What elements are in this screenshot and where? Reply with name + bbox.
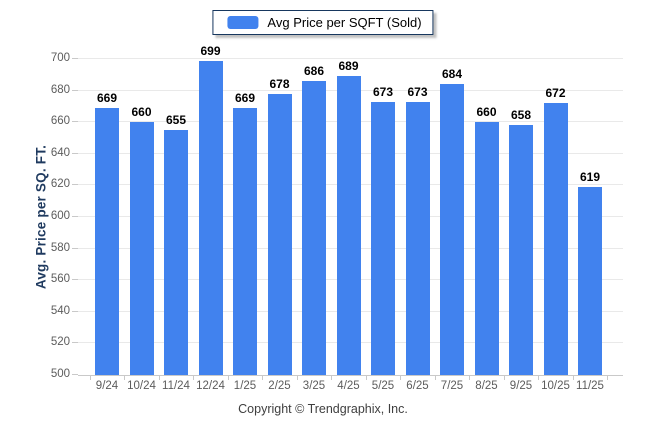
bar bbox=[543, 103, 568, 375]
x-axis-tick bbox=[158, 376, 160, 380]
legend-swatch-icon bbox=[227, 16, 259, 29]
x-tick-label: 10/24 bbox=[127, 380, 156, 392]
x-tick-label: 5/25 bbox=[371, 380, 395, 392]
bar-value-label: 655 bbox=[165, 113, 187, 127]
y-tick-label: 560 bbox=[50, 273, 70, 286]
copyright-text: Copyright © Trendgraphix, Inc. bbox=[238, 402, 408, 416]
bar bbox=[198, 61, 223, 375]
x-axis-tick bbox=[124, 376, 126, 380]
bar bbox=[474, 122, 499, 375]
gridline bbox=[78, 58, 623, 59]
x-axis-tick bbox=[89, 376, 91, 380]
y-axis-tick bbox=[72, 58, 78, 59]
x-axis-tick bbox=[296, 376, 298, 380]
x-tick-label: 9/24 bbox=[95, 380, 119, 392]
y-tick-label: 580 bbox=[50, 241, 70, 254]
bar-value-label: 660 bbox=[131, 105, 152, 119]
x-tick-label: 10/25 bbox=[541, 380, 570, 392]
x-axis-tick bbox=[331, 376, 333, 380]
bar bbox=[336, 76, 361, 375]
legend-label: Avg Price per SQFT (Sold) bbox=[267, 15, 422, 30]
x-tick-label: 11/24 bbox=[162, 380, 190, 392]
x-tick-label: 3/25 bbox=[302, 380, 326, 392]
y-axis-tick bbox=[72, 279, 78, 281]
bar-value-label: 669 bbox=[96, 91, 118, 105]
x-axis-tick bbox=[434, 376, 436, 380]
x-axis-tick bbox=[469, 376, 471, 380]
bar-value-label: 673 bbox=[407, 85, 428, 99]
bar-value-label: 672 bbox=[545, 86, 566, 100]
x-tick-label: 2/25 bbox=[268, 380, 291, 392]
y-axis-tick bbox=[72, 374, 78, 375]
legend: Avg Price per SQFT (Sold) bbox=[212, 10, 434, 35]
y-axis-tick bbox=[72, 216, 78, 217]
bar-value-label: 686 bbox=[303, 64, 325, 78]
bar bbox=[302, 81, 326, 375]
bar bbox=[129, 122, 154, 375]
x-axis-tick bbox=[538, 376, 540, 380]
y-axis-tick bbox=[72, 152, 78, 154]
bar-value-label: 689 bbox=[338, 59, 359, 73]
y-axis-tick bbox=[72, 184, 78, 186]
x-axis-tick bbox=[193, 376, 195, 380]
x-axis-tick bbox=[262, 376, 264, 380]
x-tick-label: 11/25 bbox=[576, 380, 604, 392]
y-tick-label: 680 bbox=[50, 83, 70, 96]
bar-value-label: 658 bbox=[510, 108, 532, 122]
x-tick-label: 7/25 bbox=[440, 380, 464, 392]
bar-value-label: 669 bbox=[234, 91, 256, 105]
bar bbox=[578, 187, 602, 375]
bar-value-label: 619 bbox=[579, 170, 601, 184]
x-tick-label: 4/25 bbox=[337, 380, 360, 392]
x-axis-tick bbox=[227, 376, 229, 380]
x-axis-tick bbox=[503, 376, 505, 380]
y-tick-label: 640 bbox=[50, 146, 70, 159]
x-axis-tick bbox=[400, 376, 402, 380]
bar-value-label: 660 bbox=[476, 105, 497, 119]
bar bbox=[509, 125, 533, 375]
bar-value-label: 673 bbox=[372, 85, 394, 99]
y-axis-tick bbox=[72, 342, 78, 344]
y-tick-label: 540 bbox=[50, 304, 70, 317]
bar-value-label: 699 bbox=[200, 44, 221, 58]
x-tick-label: 1/25 bbox=[233, 380, 257, 392]
y-axis-tick bbox=[72, 121, 78, 123]
bar bbox=[405, 102, 430, 375]
x-axis-tick bbox=[572, 376, 574, 380]
y-axis-tick bbox=[72, 310, 78, 312]
x-tick-label: 12/24 bbox=[196, 380, 225, 392]
y-tick-label: 520 bbox=[50, 336, 70, 349]
y-axis-tick bbox=[72, 89, 78, 91]
plot-area: 500 520 540 560 580 600 620 640 660 680 700 669 9/24… bbox=[51, 44, 623, 392]
bar bbox=[164, 130, 188, 375]
y-tick-label: 600 bbox=[50, 210, 70, 222]
bar-value-label: 684 bbox=[441, 67, 463, 81]
bar bbox=[233, 108, 257, 375]
bar bbox=[371, 102, 395, 375]
bar bbox=[440, 84, 464, 375]
y-tick-label: 620 bbox=[50, 178, 70, 191]
x-tick-label: 8/25 bbox=[475, 380, 498, 392]
y-tick-label: 660 bbox=[50, 115, 70, 128]
bar bbox=[267, 94, 292, 375]
y-tick-label: 500 bbox=[50, 368, 70, 380]
x-tick-label: 6/25 bbox=[406, 380, 429, 392]
x-axis-tick bbox=[365, 376, 367, 380]
bar-value-label: 678 bbox=[269, 77, 290, 91]
bar bbox=[95, 108, 119, 375]
x-tick-label: 9/25 bbox=[509, 380, 533, 392]
y-axis-tick bbox=[72, 247, 78, 249]
x-axis-tick bbox=[607, 376, 609, 380]
y-tick-label: 700 bbox=[50, 52, 70, 64]
